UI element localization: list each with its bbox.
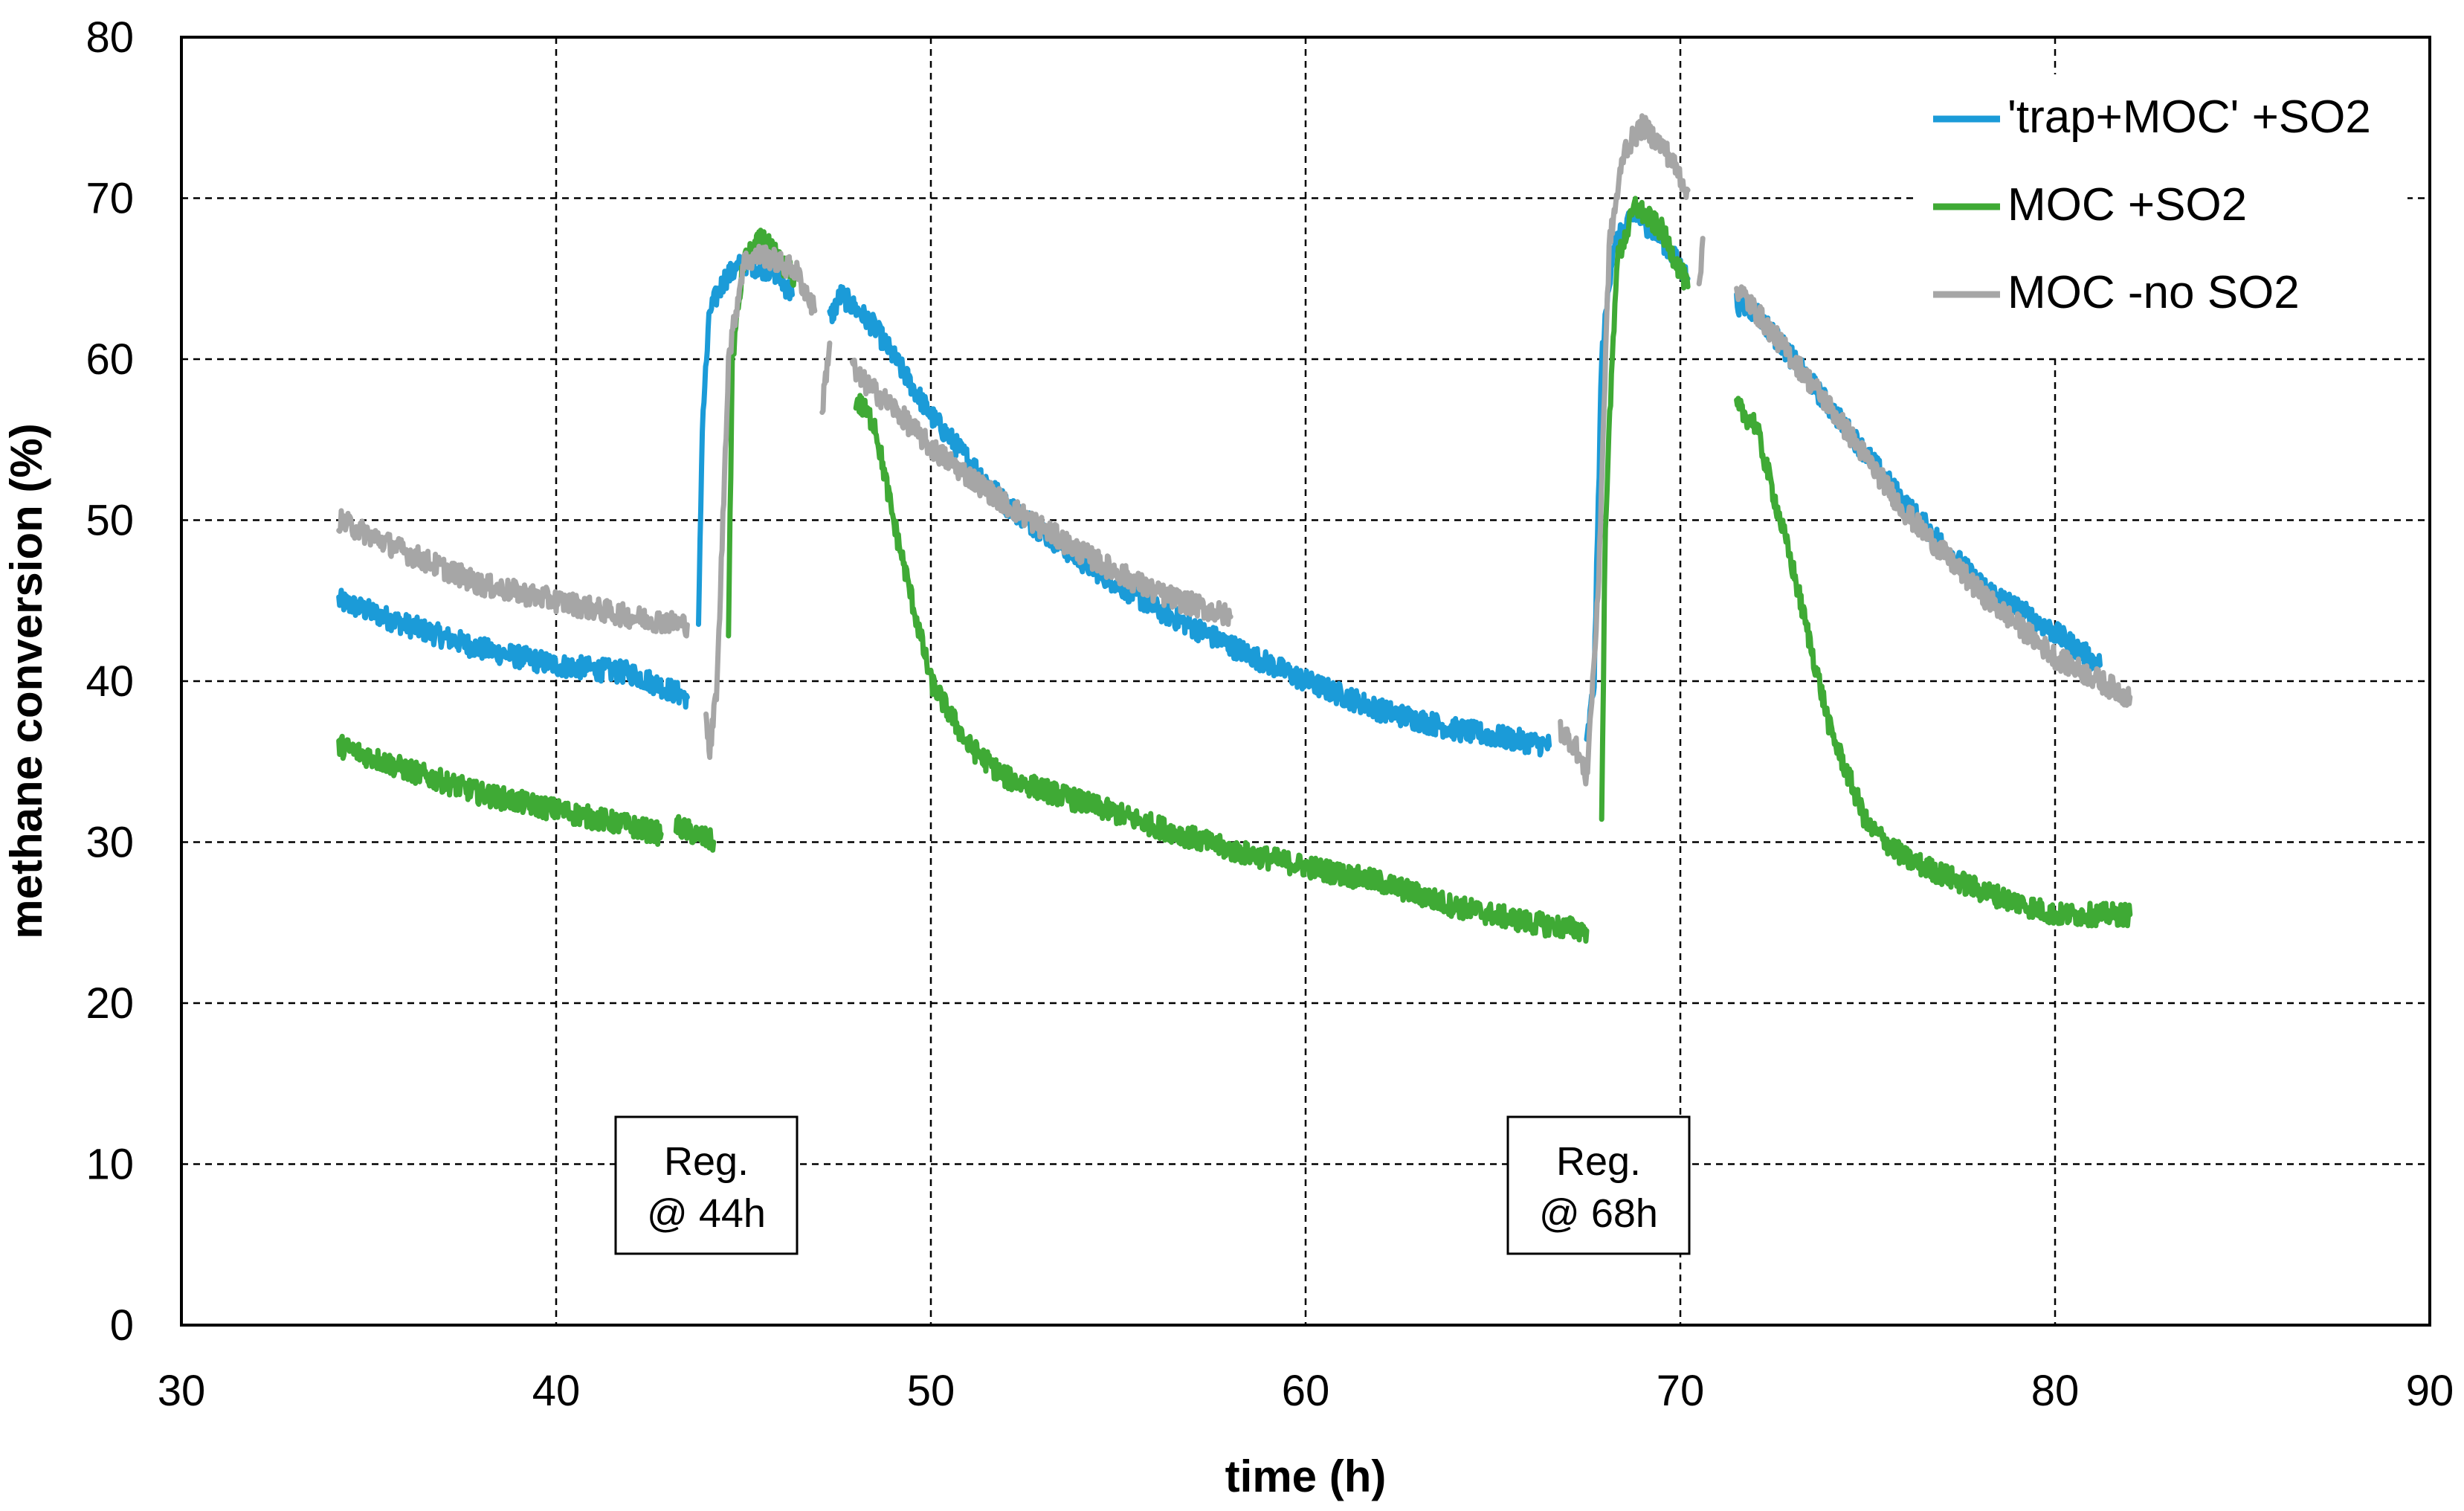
series-moc-no-so2 <box>336 113 2133 787</box>
series-trap-moc-so2 <box>336 208 2103 758</box>
annotation-box <box>614 1115 799 1255</box>
series-line-moc-no-so2-segment-2 <box>819 340 833 415</box>
legend: 'trap+MOC' +SO2 MOC +SO2 MOC -no SO2 <box>1917 74 2407 357</box>
axis-ticks: 30 40 50 60 70 80 90 0 10 20 30 40 50 60 70 80 <box>86 13 2454 1415</box>
y-tick-label-30: 30 <box>86 819 134 867</box>
series-line-moc-so2-segment-3 <box>853 393 1590 944</box>
y-tick-label-0: 0 <box>110 1301 134 1350</box>
series-line-moc-no-so2-segment-0 <box>336 508 690 639</box>
annotation-line-1: Reg. <box>1556 1139 1641 1184</box>
x-axis-title: time (h) <box>1225 1452 1387 1501</box>
x-tick-label-50: 50 <box>907 1367 955 1415</box>
series-moc-so2 <box>336 196 2133 944</box>
series-line-moc-so2-segment-0 <box>336 733 664 847</box>
series-line-trap-moc-so2-segment-2 <box>827 284 1552 758</box>
series-line-trap-moc-so2-segment-0 <box>336 587 690 710</box>
annotation-line-2: @ 68h <box>1539 1191 1658 1236</box>
annotation-regeneration-44h: Reg. @ 44h <box>614 1115 799 1255</box>
series-line-moc-no-so2-segment-6 <box>1734 284 2133 708</box>
legend-label-moc-so2: MOC +SO2 <box>2007 179 2247 231</box>
y-tick-label-40: 40 <box>86 657 134 706</box>
x-tick-label-80: 80 <box>2031 1367 2080 1415</box>
y-tick-label-80: 80 <box>86 13 134 62</box>
y-tick-label-20: 20 <box>86 979 134 1028</box>
series-line-moc-so2-segment-5 <box>1734 396 2133 929</box>
legend-label-trap-moc-so2: 'trap+MOC' +SO2 <box>2007 91 2371 143</box>
y-tick-label-10: 10 <box>86 1141 134 1189</box>
x-tick-label-70: 70 <box>1657 1367 1705 1415</box>
series-line-moc-no-so2-segment-3 <box>849 357 1233 628</box>
legend-label-moc-no-so2: MOC -no SO2 <box>2007 267 2300 318</box>
series-line-moc-no-so2-segment-4 <box>1558 113 1691 787</box>
series-line-moc-no-so2-segment-1 <box>703 243 818 760</box>
series-line-moc-no-so2-segment-5 <box>1696 236 1706 287</box>
series-layer <box>336 113 2133 944</box>
x-tick-label-90: 90 <box>2406 1367 2454 1415</box>
x-tick-label-30: 30 <box>158 1367 206 1415</box>
series-line-moc-so2-segment-1 <box>673 814 717 853</box>
x-tick-label-40: 40 <box>532 1367 581 1415</box>
plot-area-frame <box>180 36 2431 1327</box>
x-tick-label-60: 60 <box>1282 1367 1330 1415</box>
annotation-line-2: @ 44h <box>647 1191 766 1236</box>
series-line-trap-moc-so2-segment-1 <box>696 250 795 628</box>
y-axis-title: methane conversion (%) <box>1 423 51 939</box>
annotation-box <box>1506 1115 1691 1255</box>
y-tick-label-60: 60 <box>86 335 134 384</box>
y-tick-label-50: 50 <box>86 497 134 545</box>
y-tick-label-70: 70 <box>86 175 134 223</box>
annotation-regeneration-68h: Reg. @ 68h <box>1506 1115 1691 1255</box>
series-line-moc-so2-segment-4 <box>1599 196 1691 822</box>
annotation-line-1: Reg. <box>664 1139 749 1184</box>
